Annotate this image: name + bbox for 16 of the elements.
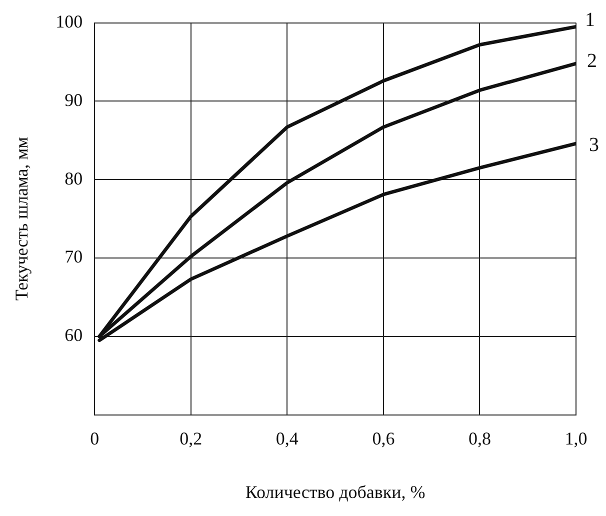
y-tick-label: 80 [64,168,83,188]
y-tick-label: 90 [64,90,83,110]
y-axis-title: Текучесть шлама, мм [12,136,32,301]
y-tick-label: 70 [64,246,83,267]
x-axis-title: Количество добавки, % [245,482,426,502]
series-label: 2 [587,50,597,72]
x-tick-label: 1,0 [564,428,588,448]
x-tick-label: 0 [90,428,100,448]
y-tick-label: 60 [64,325,83,346]
y-tick-label: 100 [56,12,83,32]
x-tick-label: 0,4 [276,428,298,448]
series-label: 1 [585,8,595,31]
x-tick-label: 0,8 [468,428,491,448]
x-tick-label: 0,2 [180,428,202,448]
x-tick-label: 0,6 [372,428,395,448]
series-label: 3 [589,134,599,156]
